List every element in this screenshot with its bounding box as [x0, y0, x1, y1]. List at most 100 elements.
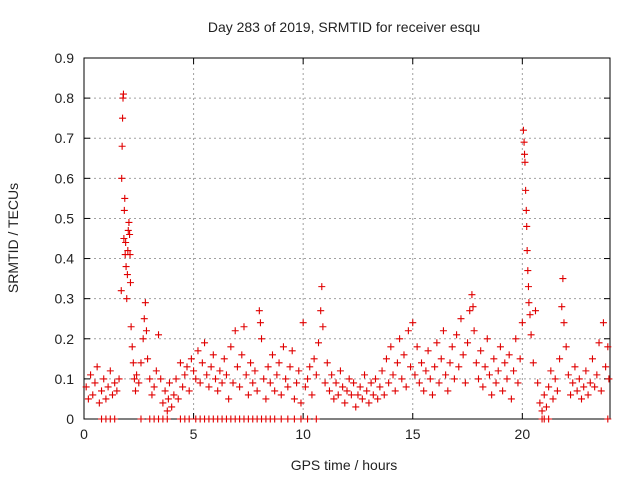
data-point	[113, 387, 121, 395]
data-point	[304, 375, 312, 383]
data-point	[122, 239, 130, 247]
data-point	[227, 343, 235, 351]
data-point	[459, 351, 467, 359]
data-point	[115, 375, 123, 383]
data-points	[82, 90, 613, 423]
data-point	[233, 363, 241, 371]
data-point	[161, 387, 169, 395]
data-point	[179, 383, 187, 391]
data-point	[437, 355, 445, 363]
data-point	[461, 379, 469, 387]
data-point	[111, 415, 119, 423]
data-point	[578, 395, 586, 403]
data-point	[318, 283, 326, 291]
data-point	[524, 283, 532, 291]
data-point	[295, 367, 303, 375]
data-point	[604, 415, 612, 423]
data-point	[231, 327, 239, 335]
data-point	[89, 391, 97, 399]
data-point	[304, 415, 312, 423]
data-point	[144, 355, 152, 363]
data-point	[273, 371, 281, 379]
plot-frame	[83, 57, 611, 420]
data-point	[540, 391, 548, 399]
data-point	[229, 379, 237, 387]
data-point	[588, 355, 596, 363]
data-point	[418, 359, 426, 367]
data-point	[290, 395, 298, 403]
data-point	[575, 375, 583, 383]
data-point	[168, 403, 176, 411]
data-point	[118, 142, 126, 150]
data-point	[518, 319, 526, 327]
data-point	[312, 415, 320, 423]
data-point	[187, 355, 195, 363]
data-point	[448, 343, 456, 351]
data-point	[593, 371, 601, 379]
ticks	[83, 57, 610, 420]
data-point	[264, 363, 272, 371]
data-point	[196, 379, 204, 387]
data-point	[446, 359, 454, 367]
data-point	[354, 391, 362, 399]
data-point	[450, 375, 458, 383]
data-point	[378, 367, 386, 375]
data-point	[262, 395, 270, 403]
data-point	[172, 375, 180, 383]
data-point	[586, 379, 594, 387]
data-point	[558, 303, 566, 311]
data-point	[106, 367, 114, 375]
data-point	[477, 347, 485, 355]
data-point	[510, 367, 518, 375]
y-tick-label: 0.6	[55, 170, 75, 186]
data-point	[139, 335, 147, 343]
data-point	[475, 375, 482, 383]
data-point	[284, 415, 292, 423]
data-point	[119, 90, 127, 98]
data-point	[343, 387, 351, 395]
data-point	[409, 319, 417, 327]
data-point	[163, 415, 171, 423]
data-point	[376, 383, 384, 391]
data-point	[214, 387, 222, 395]
data-point	[505, 351, 513, 359]
chart-title: Day 283 of 2019, SRMTID for receiver esq…	[208, 19, 480, 35]
data-point	[244, 391, 252, 399]
y-tick-label: 0.3	[55, 291, 75, 307]
y-axis-label: SRMTID / TECUs	[5, 183, 21, 293]
data-point	[542, 403, 550, 411]
data-point	[356, 383, 364, 391]
data-point	[336, 367, 344, 375]
data-point	[268, 351, 276, 359]
data-point	[547, 367, 555, 375]
data-point	[352, 403, 360, 411]
data-point	[512, 335, 520, 343]
data-point	[385, 379, 393, 387]
data-point	[560, 319, 568, 327]
data-point	[321, 379, 329, 387]
data-point	[306, 363, 314, 371]
data-point	[525, 299, 533, 307]
data-point	[150, 383, 158, 391]
data-point	[207, 363, 215, 371]
data-point	[522, 186, 530, 194]
data-point	[82, 383, 90, 391]
data-point	[117, 287, 125, 295]
x-tick-label: 15	[405, 426, 421, 442]
data-point	[242, 371, 250, 379]
data-point	[240, 323, 248, 331]
data-point	[424, 347, 432, 355]
data-point	[126, 230, 134, 238]
data-point	[365, 399, 373, 407]
data-point	[288, 347, 296, 355]
data-point	[556, 355, 564, 363]
data-point	[157, 375, 165, 383]
data-point	[238, 351, 246, 359]
data-point	[597, 387, 605, 395]
data-point	[595, 339, 603, 347]
data-point	[347, 391, 355, 399]
data-point	[492, 379, 500, 387]
data-point	[380, 391, 388, 399]
data-point	[485, 371, 493, 379]
data-point	[236, 383, 244, 391]
